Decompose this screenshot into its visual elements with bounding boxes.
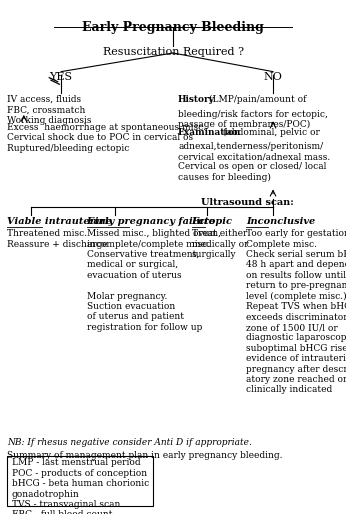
Text: IV access, fluids
FBC, crossmatch
Working diagnosis: IV access, fluids FBC, crossmatch Workin…: [7, 95, 91, 124]
Text: adnexal,tenderness/peritonism/
cervical excitation/adnexal mass.
Cervical os ope: adnexal,tenderness/peritonism/ cervical …: [178, 142, 330, 182]
Text: Treat either
medically or
surgically: Treat either medically or surgically: [192, 229, 248, 259]
Text: Early Pregnancy Bleeding: Early Pregnancy Bleeding: [82, 21, 264, 34]
FancyBboxPatch shape: [7, 456, 153, 506]
Text: Inconclusive: Inconclusive: [246, 217, 315, 226]
Text: Resuscitation Required ?: Resuscitation Required ?: [102, 47, 244, 58]
Text: Ectopic: Ectopic: [192, 217, 233, 226]
Text: Summary of management plan in early pregnancy bleeding.: Summary of management plan in early preg…: [7, 451, 282, 460]
Text: Viable intrauterine: Viable intrauterine: [7, 217, 112, 226]
Text: Too early for gestation.
Complete misc.
Check serial serum bHCGs
48 h apart and : Too early for gestation. Complete misc. …: [246, 229, 346, 394]
Text: Excess  haemorrhage at spontaneous misc.
Cervical shock due to POC in cervical o: Excess haemorrhage at spontaneous misc. …: [7, 123, 206, 153]
Text: (LMP/pain/amount of: (LMP/pain/amount of: [206, 95, 306, 104]
Text: NB: If rhesus negative consider Anti D if appropriate.: NB: If rhesus negative consider Anti D i…: [7, 438, 252, 447]
Text: bleeding/risk factors for ectopic,
passage of membranes/POC): bleeding/risk factors for ectopic, passa…: [178, 110, 328, 130]
Text: (abdominal, pelvic or: (abdominal, pelvic or: [220, 128, 320, 137]
Text: Threatened misc.
Reassure + discharge: Threatened misc. Reassure + discharge: [7, 229, 108, 249]
Text: YES: YES: [49, 71, 73, 82]
Text: NO: NO: [264, 71, 282, 82]
Text: Early pregnancy failure: Early pregnancy failure: [86, 217, 216, 226]
Text: Missed misc., blighted ovum,
incomplete/complete misc.
Conservative treatment,
m: Missed misc., blighted ovum, incomplete/…: [86, 229, 220, 332]
Text: Examination: Examination: [178, 128, 242, 137]
Text: Ultrasound scan:: Ultrasound scan:: [201, 197, 294, 207]
Text: LMP - last menstrual period
POC - products of conception
bHCG - beta human chori: LMP - last menstrual period POC - produc…: [12, 458, 149, 514]
Text: History: History: [178, 95, 215, 104]
